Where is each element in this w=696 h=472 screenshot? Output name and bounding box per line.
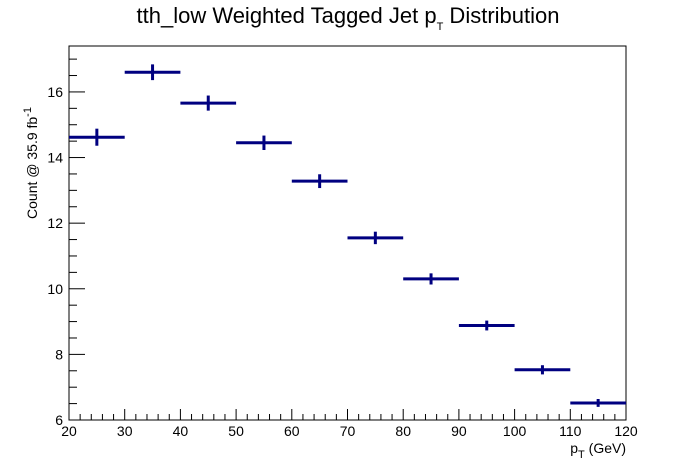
y-tick-label: 8 bbox=[55, 346, 63, 362]
y-axis: 6 8 10 12 14 16 bbox=[47, 58, 85, 428]
y-tick-label: 16 bbox=[47, 84, 63, 100]
y-axis-label: Count @ 35.9 fb-1 bbox=[22, 107, 40, 219]
x-tick-label: 80 bbox=[395, 423, 411, 439]
x-tick-label: 60 bbox=[284, 423, 300, 439]
x-tick-label: 50 bbox=[228, 423, 244, 439]
y-tick-label: 10 bbox=[47, 281, 63, 297]
x-tick-label: 110 bbox=[559, 423, 582, 439]
x-tick-label: 90 bbox=[451, 423, 467, 439]
plot-frame bbox=[68, 45, 627, 421]
y-tick-label: 14 bbox=[47, 150, 63, 166]
y-tick-label: 6 bbox=[55, 412, 63, 428]
x-tick-label: 100 bbox=[503, 423, 527, 439]
x-tick-label: 40 bbox=[173, 423, 189, 439]
x-axis-label: pT (GeV) bbox=[570, 440, 626, 461]
x-tick-label: 120 bbox=[614, 423, 638, 439]
data-series bbox=[69, 64, 626, 407]
x-tick-label: 70 bbox=[340, 423, 356, 439]
y-tick-label: 12 bbox=[47, 215, 63, 231]
x-tick-label: 30 bbox=[117, 423, 133, 439]
x-axis: 20 30 40 50 60 70 80 90 100 110 120 bbox=[61, 409, 638, 439]
chart-title: tth_low Weighted Tagged Jet pT Distribut… bbox=[137, 3, 560, 33]
x-tick-label: 20 bbox=[61, 423, 77, 439]
